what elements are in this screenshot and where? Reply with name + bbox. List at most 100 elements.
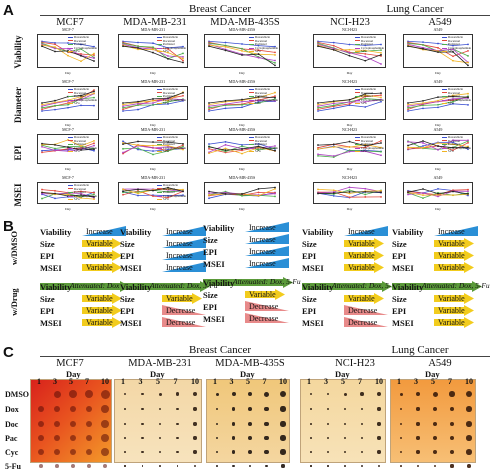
trend-metric-label: EPI <box>392 251 407 261</box>
mini-series-point <box>274 99 276 102</box>
mini-series-point <box>241 54 243 56</box>
mini-series-point <box>54 189 56 192</box>
mini-series-point <box>152 195 154 198</box>
mini-chart-xlabel: Day <box>65 167 71 171</box>
colony-well <box>69 434 77 442</box>
trend-value-label: Variable <box>438 263 465 272</box>
mini-series-point <box>437 51 439 54</box>
trend-row: Size Variable <box>120 293 210 305</box>
trend-metric-label: Size <box>203 235 218 245</box>
colony-well <box>101 434 109 442</box>
trend-row: MSEI Increase <box>203 258 293 270</box>
mini-series-point <box>348 48 351 51</box>
colony-well <box>159 465 161 467</box>
mini-series-point <box>364 95 367 98</box>
panel-a-cell-ncih23: NCI-H23 <box>330 17 370 28</box>
trend-metric-label: EPI <box>302 251 317 261</box>
mini-series-point <box>41 197 43 200</box>
colony-well <box>101 420 109 428</box>
mini-series-point <box>317 45 319 48</box>
mini-series-point <box>467 64 469 67</box>
mini-series-point <box>41 188 43 191</box>
mini-series-point <box>224 191 227 194</box>
mini-chart-epi-1: MCF-7 Day Doxorubicin Docetaxel Paclitaxel Cy… <box>37 127 99 171</box>
mini-series-point <box>167 144 169 147</box>
trend-row: MSEI Variable <box>302 262 392 274</box>
mini-series-point <box>241 143 243 146</box>
plate-image-2 <box>114 379 202 463</box>
colony-well <box>124 451 126 453</box>
mini-series-point <box>80 104 82 107</box>
mini-series-point <box>317 148 319 151</box>
colony-well <box>432 421 438 427</box>
mini-series-point <box>80 60 82 63</box>
drug-header-arrow-icon <box>203 277 293 288</box>
colony-well <box>466 406 472 412</box>
colony-well <box>85 448 93 456</box>
trend-row: EPI Decrease <box>120 305 210 317</box>
trend-row: Size Variable <box>302 293 392 305</box>
colony-well <box>69 390 77 398</box>
trend-arrow-icon <box>344 238 384 249</box>
colony-well <box>360 450 364 454</box>
trend-row: EPI Decrease <box>302 305 392 317</box>
trend-value-label: Variable <box>348 294 375 303</box>
mini-chart-xlabel: Day <box>435 123 441 127</box>
mini-series-point <box>257 194 260 197</box>
colony-well <box>193 436 197 440</box>
trend-metric-label: Size <box>203 290 218 300</box>
mini-series-point <box>167 186 169 189</box>
mini-series-point <box>380 150 382 153</box>
mini-series-point <box>452 99 454 102</box>
mini-series-point <box>241 100 243 103</box>
colony-well <box>215 392 219 396</box>
mini-series-point <box>317 102 319 104</box>
colony-well <box>416 392 420 396</box>
mini-series-point <box>137 45 139 48</box>
mini-series-point <box>241 50 243 52</box>
colony-well <box>310 451 312 453</box>
colony-well <box>264 421 269 427</box>
trend-row: Viability Increase <box>203 222 293 234</box>
trend-arrow-icon <box>82 293 122 304</box>
mini-series-point <box>437 96 439 99</box>
colony-well <box>102 463 108 469</box>
mini-series-point <box>257 143 260 145</box>
mini-series-point <box>182 91 184 94</box>
mini-series-point <box>332 100 335 103</box>
mini-series-point <box>208 147 210 150</box>
mini-chart-plot <box>208 140 276 155</box>
mini-series-point <box>467 92 469 95</box>
drug-header: Viability Attenuated: Dox <box>40 281 130 292</box>
panel-a-letter: A <box>3 2 14 19</box>
mini-series-point <box>274 149 276 152</box>
mini-series-point <box>274 62 276 64</box>
trend-row: Viability Increase <box>302 226 392 238</box>
colony-well <box>416 436 420 440</box>
mini-chart-title: MDA-MB-231 <box>140 127 166 132</box>
mini-series-point <box>407 191 409 194</box>
trend-arrow-icon <box>434 226 478 236</box>
mini-series-point <box>208 197 210 200</box>
mini-chart-legend: Doxorubicin Docetaxel Paclitaxel Cyclophosp… <box>156 35 186 54</box>
panel-c-cell-a549: A549 <box>428 358 452 369</box>
colony-well <box>141 407 144 411</box>
mini-series-point <box>332 155 335 157</box>
mini-chart-legend: Doxorubicin Docetaxel Paclitaxel Cyclophosp… <box>67 183 97 202</box>
trend-value-label: Variable <box>86 251 113 260</box>
mini-series-point <box>182 94 184 97</box>
colony-well <box>344 465 346 467</box>
mini-series-point <box>467 148 469 151</box>
mini-series-point <box>152 153 154 156</box>
mini-series-point <box>380 94 382 97</box>
mini-series-point <box>407 106 409 109</box>
colony-well <box>53 390 61 398</box>
mini-chart-xlabel: Day <box>239 167 245 171</box>
colony-well <box>343 407 347 411</box>
trend-metric-label: Viability <box>120 282 152 292</box>
mini-chart-msei-4: NCI-H23 Day <box>313 175 386 211</box>
mini-chart-plot <box>41 139 95 154</box>
panel-c-cell-mdamb435s: MDA-MB-435S <box>215 358 285 369</box>
trend-arrow-icon <box>344 262 384 273</box>
colony-well <box>141 465 144 467</box>
